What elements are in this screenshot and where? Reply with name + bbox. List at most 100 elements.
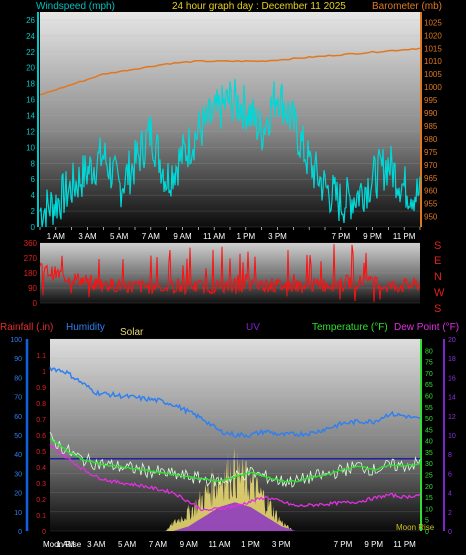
temperature-tick-label: 60 bbox=[425, 393, 433, 400]
temperature-tick-label: 50 bbox=[425, 416, 433, 423]
direction-tick-label: 360 bbox=[24, 239, 38, 248]
temperature-tick-label: 30 bbox=[425, 461, 433, 468]
temperature-tick-label: 45 bbox=[425, 427, 433, 434]
rainfall-tick-label: 0.3 bbox=[36, 481, 46, 488]
humidity-line bbox=[49, 366, 421, 439]
windspeed-tick-label: 22 bbox=[26, 48, 35, 57]
temperature-line bbox=[49, 437, 421, 483]
barometer-tick-label: 990 bbox=[424, 109, 438, 118]
rainfall-tick-label: 0.4 bbox=[36, 465, 46, 472]
axis-ticks: 0246810121416182022242695095596096597097… bbox=[10, 12, 456, 549]
windspeed-tick-label: 12 bbox=[26, 127, 35, 136]
uv-tick-label: 14 bbox=[448, 395, 456, 402]
rainfall-tick-label: 0 bbox=[42, 529, 46, 536]
temperature-tick-label: 15 bbox=[425, 495, 433, 502]
bottom-time-tick-label: 3 PM bbox=[272, 540, 291, 549]
time-tick-label: 3 PM bbox=[268, 232, 287, 241]
moon-rise-left: Moon Rise bbox=[43, 540, 82, 549]
uv-tick-label: 10 bbox=[448, 433, 456, 440]
windspeed-tick-label: 2 bbox=[31, 207, 36, 216]
time-tick-label: 7 PM bbox=[331, 232, 350, 241]
bottom-time-tick-label: 7 PM bbox=[334, 540, 353, 549]
barometer-tick-label: 965 bbox=[424, 174, 438, 183]
windspeed-tick-label: 18 bbox=[26, 80, 35, 89]
bottom-time-tick-label: 1 AM bbox=[56, 540, 75, 549]
uv-area bbox=[173, 502, 297, 531]
solar-area bbox=[165, 447, 294, 531]
barometer-axis-label: Barometer (mb) bbox=[372, 1, 442, 12]
windspeed-tick-label: 14 bbox=[26, 112, 35, 121]
uv-tick-label: 4 bbox=[448, 491, 452, 498]
bottom-time-tick-label: 11 PM bbox=[393, 540, 416, 549]
windspeed-tick-label: 0 bbox=[31, 223, 36, 232]
time-tick-label: 9 PM bbox=[363, 232, 382, 241]
rainfall-tick-label: 1 bbox=[42, 369, 46, 376]
uv-tick-label: 20 bbox=[448, 337, 456, 344]
time-tick-label: 11 AM bbox=[203, 232, 225, 241]
barometer-tick-label: 995 bbox=[424, 96, 438, 105]
temperature-tick-label: 55 bbox=[425, 405, 433, 412]
humidity-tick-label: 0 bbox=[18, 529, 22, 536]
humidity-tick-label: 70 bbox=[14, 395, 22, 402]
barometer-tick-label: 975 bbox=[424, 148, 438, 157]
windspeed-line bbox=[39, 78, 421, 228]
uv-tick-label: 18 bbox=[448, 356, 456, 363]
rainfall-tick-label: 0.2 bbox=[36, 497, 46, 504]
uv-tick-label: 16 bbox=[448, 375, 456, 382]
direction-tick-label: 0 bbox=[33, 299, 38, 308]
rainfall-tick-label: 0.1 bbox=[36, 513, 46, 520]
barometer-tick-label: 1000 bbox=[424, 83, 442, 92]
uv-label: UV bbox=[246, 322, 260, 333]
temperature-tick-label: 40 bbox=[425, 439, 433, 446]
moon-rise-right: Moon Rise bbox=[396, 523, 435, 532]
bottom-time-tick-label: 7 AM bbox=[149, 540, 168, 549]
rainfall-label: Rainfall (.in) bbox=[0, 322, 53, 333]
time-tick-label: 1 AM bbox=[47, 232, 66, 241]
barometer-tick-label: 1020 bbox=[424, 31, 442, 40]
temperature-tick-label: 10 bbox=[425, 506, 433, 513]
bottom-time-tick-label: 5 AM bbox=[118, 540, 137, 549]
temperature-tick-label: 0 bbox=[425, 529, 429, 536]
barometer-tick-label: 955 bbox=[424, 200, 438, 209]
windspeed-tick-label: 24 bbox=[26, 32, 35, 41]
compass-e: E bbox=[434, 255, 441, 267]
compass-s-bottom: S bbox=[434, 303, 441, 315]
rainfall-tick-label: 0.6 bbox=[36, 433, 46, 440]
barometer-tick-label: 1005 bbox=[424, 70, 442, 79]
time-tick-label: 7 AM bbox=[142, 232, 161, 241]
wind-direction-line bbox=[39, 244, 421, 302]
bottom-time-tick-label: 1 PM bbox=[241, 540, 260, 549]
direction-tick-label: 270 bbox=[24, 254, 38, 263]
barometer-tick-label: 1025 bbox=[424, 18, 442, 27]
windspeed-axis-label: Windspeed (mph) bbox=[36, 1, 115, 12]
barometer-tick-label: 980 bbox=[424, 135, 438, 144]
dewpoint-line bbox=[49, 443, 421, 512]
humidity-tick-label: 20 bbox=[14, 491, 22, 498]
time-tick-label: 11 PM bbox=[393, 232, 416, 241]
direction-tick-label: 90 bbox=[28, 284, 37, 293]
windspeed-tick-label: 4 bbox=[31, 191, 36, 200]
temperature-tick-label: 75 bbox=[425, 360, 433, 367]
direction-panel-bg bbox=[40, 243, 420, 303]
time-tick-label: 9 AM bbox=[173, 232, 192, 241]
uv-tick-label: 6 bbox=[448, 471, 452, 478]
uv-tick-label: 0 bbox=[448, 529, 452, 536]
windspeed-tick-label: 6 bbox=[31, 175, 36, 184]
bottom-time-tick-label: 9 PM bbox=[364, 540, 383, 549]
windspeed-tick-label: 26 bbox=[26, 16, 35, 25]
windspeed-tick-label: 20 bbox=[26, 64, 35, 73]
grid-lines bbox=[40, 19, 420, 532]
time-tick-label: 5 AM bbox=[110, 232, 129, 241]
humidity-tick-label: 10 bbox=[14, 510, 22, 517]
compass-s-top: S bbox=[434, 240, 441, 252]
barometer-line bbox=[39, 47, 421, 96]
time-tick-label: 3 AM bbox=[78, 232, 97, 241]
humidity-tick-label: 80 bbox=[14, 375, 22, 382]
humidity-tick-label: 100 bbox=[10, 337, 22, 344]
solar-label: Solar bbox=[120, 327, 144, 338]
time-tick-label: 1 PM bbox=[236, 232, 255, 241]
direction-tick-label: 180 bbox=[24, 269, 38, 278]
windspeed-tick-label: 8 bbox=[31, 159, 36, 168]
temperature-label: Temperature (°F) bbox=[312, 322, 388, 333]
